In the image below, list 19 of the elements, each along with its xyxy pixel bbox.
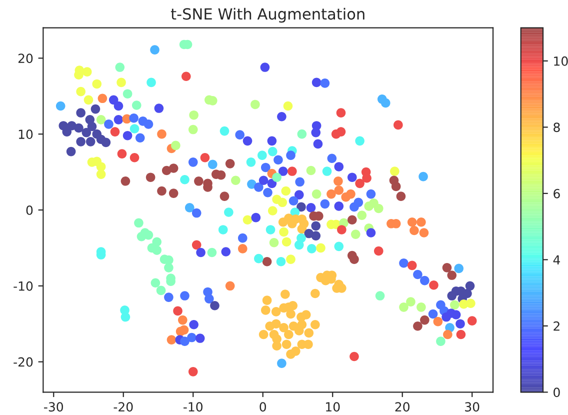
y-tick-label: -10 <box>14 281 33 291</box>
x-tick-label: -20 <box>114 402 133 412</box>
x-tick-label: 0 <box>260 402 266 412</box>
x-tick-label: 10 <box>326 402 340 412</box>
x-tick-label: 30 <box>465 402 480 412</box>
y-tick-label: -20 <box>14 357 33 367</box>
color-bar-label: 10 <box>554 56 568 66</box>
x-tick-label: 20 <box>395 402 410 412</box>
y-tick-label: 20 <box>18 54 33 64</box>
color-bar-label: 0 <box>554 388 560 398</box>
y-tick-label: 0 <box>26 205 33 215</box>
color-bar-label: 4 <box>553 255 560 264</box>
x-tick-label: -30 <box>44 402 64 412</box>
chart-title: t-SNE With Augmentation <box>170 8 364 23</box>
color-bar-label: 2 <box>554 321 560 331</box>
y-tick-label: 10 <box>18 130 33 140</box>
color-bar-label: 8 <box>554 122 560 132</box>
x-tick-label: -10 <box>184 402 202 412</box>
color-bar-label: 6 <box>554 188 560 198</box>
